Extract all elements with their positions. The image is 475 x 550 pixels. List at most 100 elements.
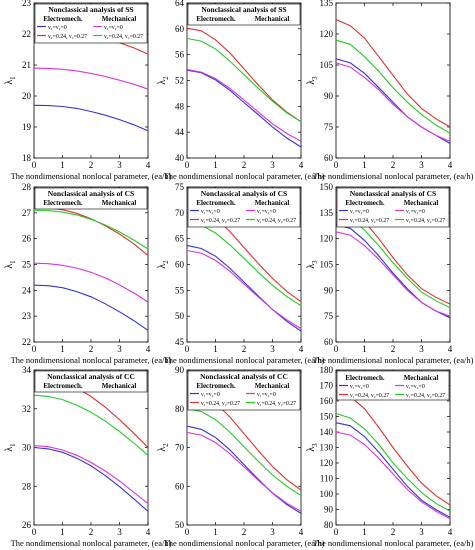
y-axis-subscript: 3 [311, 76, 319, 80]
y-axis-subscript: 3 [311, 260, 319, 264]
x-tick-label: 3 [270, 527, 275, 537]
y-tick-label: 23 [22, 311, 32, 321]
series-line-mech_poisson [186, 408, 302, 497]
legend-entry-label: ν₁=ν₂=0 [201, 392, 220, 398]
y-axis-label: λ2 [157, 443, 170, 452]
y-tick-label: 20 [22, 91, 32, 101]
y-tick-label: 27 [22, 208, 32, 218]
x-axis-label: The nondimensional nonlocal parameter, (… [11, 355, 172, 365]
legend-entry-label: ν₁=0.24, ν₂=0.27 [350, 393, 389, 399]
x-tick-label: 3 [419, 527, 424, 537]
y-axis-label: λ3 [306, 443, 319, 452]
y-tick-label: 19 [22, 122, 32, 132]
y-axis-subscript: 2 [162, 76, 170, 80]
y-tick-label: 23 [22, 0, 32, 8]
legend-box [187, 187, 301, 228]
legend-entry-label: ν₁=ν₂=0 [257, 392, 276, 398]
x-tick-label: 1 [362, 527, 367, 537]
y-tick-label: 140 [320, 427, 334, 437]
series-line-mech_zero [33, 67, 149, 90]
legend-entry-label: ν₁=0.24, ν₂=0.27 [257, 218, 296, 224]
series-line-mech_poisson [33, 209, 149, 250]
x-tick-label: 1 [213, 160, 218, 170]
x-tick-label: 3 [419, 344, 424, 354]
legend-group-electromech: Electromech. [43, 199, 83, 207]
x-tick-label: 2 [391, 344, 396, 354]
plot-frame [335, 2, 451, 159]
x-tick-label: 3 [117, 160, 122, 170]
y-tick-label: 160 [320, 396, 334, 406]
y-axis-label: λ3 [306, 76, 319, 85]
y-tick-label: 70 [175, 208, 185, 218]
y-axis-symbol: λ [4, 80, 15, 85]
x-tick-label: 4 [146, 527, 151, 537]
y-tick-label: 28 [22, 182, 32, 192]
x-tick-label: 1 [60, 160, 65, 170]
y-tick-label: 52 [175, 76, 184, 86]
x-tick-label: 0 [32, 160, 37, 170]
y-tick-label: 22 [22, 337, 31, 347]
legend-box [336, 187, 450, 228]
x-tick-label: 2 [391, 527, 396, 537]
legend-entry-label: ν₁=0.24, ν₂=0.27 [48, 34, 87, 40]
y-tick-label: 120 [320, 29, 334, 39]
y-axis-symbol: λ [4, 264, 15, 269]
y-tick-label: 21 [22, 60, 31, 70]
x-tick-label: 0 [334, 527, 339, 537]
y-tick-label: 75 [324, 122, 334, 132]
x-tick-label: 4 [299, 527, 304, 537]
chart-title: Nonclassical analysis of SS [48, 5, 133, 14]
y-axis-symbol: λ [306, 447, 317, 452]
x-tick-label: 0 [185, 527, 190, 537]
x-tick-label: 0 [185, 344, 190, 354]
legend-entry-label: ν₁=ν₂=0 [201, 209, 220, 215]
x-tick-label: 3 [270, 344, 275, 354]
y-tick-label: 90 [324, 285, 334, 295]
y-axis-label: λ2 [157, 76, 170, 85]
series-line-mech_zero [335, 431, 451, 520]
y-tick-label: 70 [175, 443, 185, 453]
legend-group-mechanical: Mechanical [255, 199, 290, 207]
series-line-mech_poisson [335, 39, 451, 134]
legend-group-mechanical: Mechanical [255, 15, 290, 23]
y-tick-label: 44 [175, 127, 185, 137]
legend-entry-label: ν₁=0.24, ν₂=0.27 [406, 218, 445, 224]
x-tick-label: 0 [185, 160, 190, 170]
y-tick-label: 105 [320, 260, 334, 270]
y-axis-label: λ1 [4, 443, 17, 452]
x-tick-label: 4 [299, 160, 304, 170]
y-tick-label: 25 [22, 260, 32, 270]
y-axis-subscript: 2 [162, 260, 170, 264]
y-tick-label: 135 [320, 0, 334, 8]
y-tick-label: 105 [320, 60, 334, 70]
series-line-mech_zero [33, 262, 149, 303]
legend-group-mechanical: Mechanical [255, 382, 290, 390]
y-tick-label: 50 [175, 311, 185, 321]
series-line-electro_zero [33, 104, 149, 132]
x-tick-label: 1 [60, 344, 65, 354]
x-tick-label: 4 [299, 344, 304, 354]
legend-entry-label: ν₁=0.24, ν₂=0.27 [201, 218, 240, 224]
chart-title: Nonclassical analysis of CS [350, 189, 436, 198]
series-line-mech_zero [33, 445, 149, 505]
legend-entry-label: ν₁=0.24, ν₂=0.27 [406, 393, 445, 399]
x-tick-label: 0 [334, 160, 339, 170]
x-tick-label: 4 [448, 527, 453, 537]
chart-panel-9: 80 90 100 110 120 130 140 150 160 170 180 0 1 2 3 4The … [306, 365, 474, 548]
y-tick-label: 60 [324, 337, 334, 347]
legend-box [336, 370, 450, 401]
x-tick-label: 2 [242, 160, 247, 170]
legend-group-electromech: Electromech. [345, 374, 385, 382]
x-tick-label: 1 [362, 160, 367, 170]
legend-group-electromech: Electromech. [196, 382, 236, 390]
x-tick-label: 1 [213, 344, 218, 354]
plot-frame [186, 2, 302, 159]
legend-entry-label: ν₁=0.24, ν₂=0.27 [350, 218, 389, 224]
y-axis-symbol: λ [306, 80, 317, 85]
